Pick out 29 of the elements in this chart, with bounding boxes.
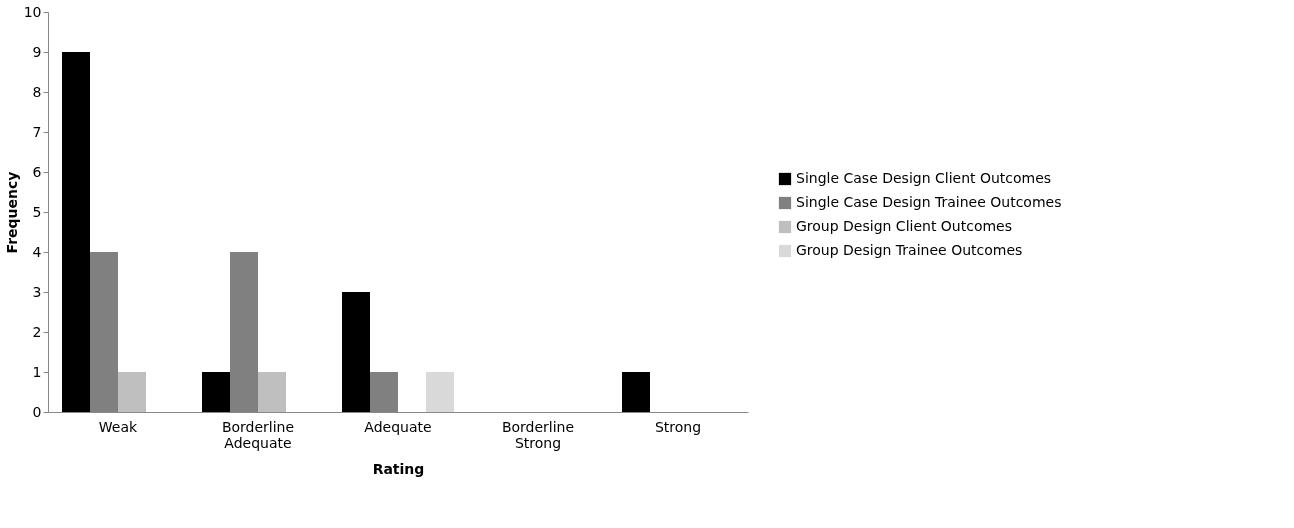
legend-label: Single Case Design Trainee Outcomes [796, 194, 1062, 210]
x-tick-label: Weak [98, 418, 139, 435]
y-tick-label: 4 [32, 243, 42, 260]
bar [426, 372, 454, 412]
y-tick-label: 3 [32, 283, 42, 300]
y-tick-label: 10 [23, 3, 42, 20]
x-tick-label: Borderline Strong [501, 418, 575, 451]
bar [258, 372, 286, 412]
y-tick-label: 1 [32, 363, 42, 380]
y-tick-label: 5 [32, 203, 42, 220]
x-tick-label: Borderline Adequate [221, 418, 295, 451]
bar [62, 52, 90, 412]
y-tick-label: 2 [32, 323, 42, 340]
x-tick-label: Adequate [364, 418, 432, 435]
bar [342, 292, 370, 412]
legend-label: Group Design Client Outcomes [796, 218, 1013, 234]
y-tick-label: 0 [32, 403, 42, 420]
bar [118, 372, 146, 412]
y-tick-label: 7 [32, 123, 42, 140]
x-axis-title: Rating [372, 460, 425, 477]
legend-label: Group Design Trainee Outcomes [796, 242, 1023, 258]
y-axis-title: Frequency [3, 171, 20, 254]
y-tick-label: 8 [32, 83, 42, 100]
x-tick-label: Strong [654, 418, 702, 435]
y-tick-label: 6 [32, 163, 42, 180]
bar [202, 372, 230, 412]
legend-label: Single Case Design Client Outcomes [796, 170, 1052, 186]
bar [622, 372, 650, 412]
y-tick-label: 9 [32, 43, 42, 60]
